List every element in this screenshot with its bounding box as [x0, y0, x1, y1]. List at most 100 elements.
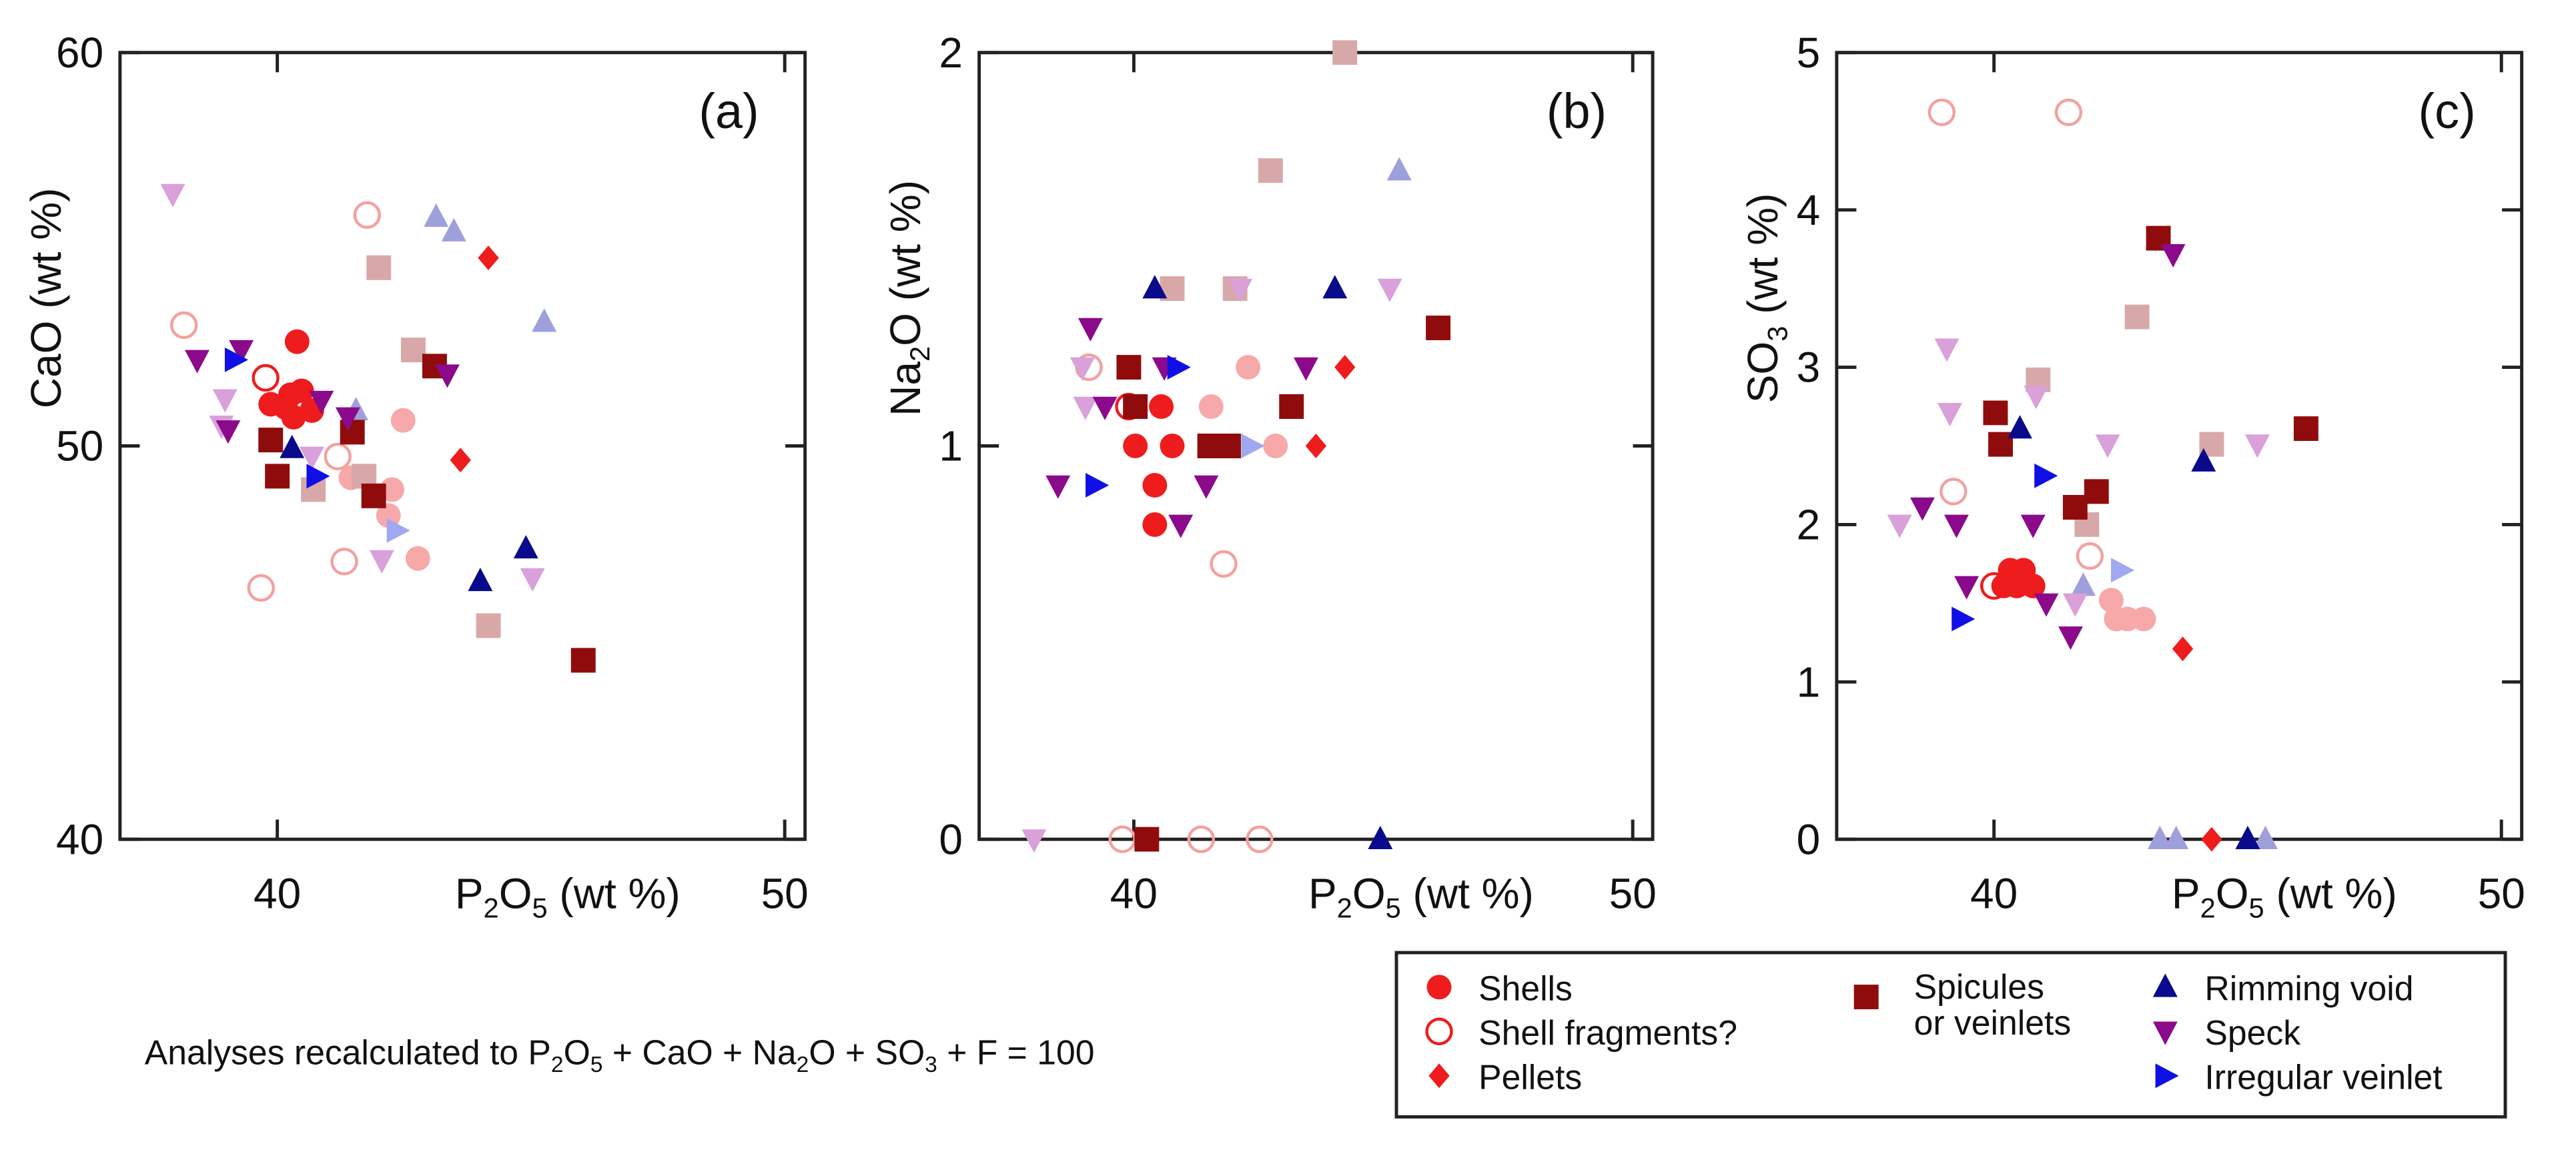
- y-tick-label: 50: [56, 422, 103, 470]
- data-point: [1160, 434, 1185, 458]
- data-point: [1168, 514, 1194, 538]
- data-point: [1142, 275, 1168, 299]
- data-point: [532, 308, 557, 332]
- data-point: [2095, 434, 2120, 458]
- data-point: [2071, 572, 2096, 596]
- y-axis-label: Na2O (wt %): [881, 180, 935, 416]
- data-point: [2147, 825, 2172, 849]
- data-point: [2111, 558, 2135, 583]
- legend-marker: [1425, 1017, 1453, 1045]
- data-point: [1386, 157, 1412, 181]
- data-point: [353, 201, 381, 229]
- data-point: [2191, 448, 2216, 472]
- data-point: [216, 420, 241, 444]
- data-point: [281, 404, 306, 430]
- data-point: [1142, 512, 1168, 537]
- legend-label: Speck: [2204, 1013, 2300, 1052]
- data-point: [2020, 514, 2046, 538]
- data-point: [1187, 825, 1216, 853]
- x-tick-label: 50: [2478, 870, 2525, 918]
- data-point: [2058, 626, 2083, 650]
- legend-marker: [2152, 973, 2178, 997]
- data-point: [1426, 316, 1451, 341]
- data-point: [1293, 357, 1318, 381]
- data-point: [400, 338, 426, 363]
- data-point: [1142, 472, 1168, 498]
- data-point: [1246, 825, 1274, 853]
- data-point: [1134, 826, 1160, 852]
- data-point: [1332, 40, 1358, 65]
- x-tick-label: 40: [1970, 870, 2018, 918]
- y-axis-label: SO3 (wt %): [1739, 193, 1793, 404]
- data-point: [1980, 572, 2008, 600]
- data-point: [306, 464, 330, 489]
- x-tick-label: 40: [254, 870, 301, 918]
- x-axis-label: P2O5 (wt %): [2172, 870, 2397, 924]
- y-tick-label: 40: [56, 815, 103, 863]
- data-point: [340, 420, 365, 445]
- data-point: [2199, 432, 2224, 457]
- data-point: [352, 464, 377, 489]
- data-point: [1988, 432, 2014, 457]
- data-point: [386, 518, 410, 543]
- data-point: [278, 382, 303, 408]
- data-point: [2124, 304, 2150, 330]
- data-point: [513, 535, 538, 559]
- data-point: [1236, 355, 1261, 380]
- legend-label: Pellets: [1478, 1057, 1582, 1096]
- panel-label: (a): [699, 83, 759, 139]
- legend-marker: [1428, 1063, 1450, 1089]
- data-point: [1160, 276, 1185, 302]
- data-point: [2235, 825, 2260, 849]
- data-point: [2076, 542, 2104, 570]
- legend-label: Irregular veinlet: [2204, 1057, 2442, 1096]
- y-tick-label: 2: [1797, 501, 1821, 549]
- data-point: [1940, 478, 1968, 506]
- data-point: [1078, 318, 1103, 342]
- x-axis-label: P2O5 (wt %): [455, 870, 681, 924]
- legend-marker: [1426, 975, 1452, 1000]
- data-point: [258, 428, 284, 453]
- data-point: [1241, 434, 1265, 458]
- y-tick-label: 5: [1797, 29, 1821, 77]
- data-point: [369, 550, 394, 574]
- data-point: [1045, 475, 1071, 499]
- data-point: [335, 407, 360, 431]
- data-point: [1210, 550, 1238, 578]
- data-point: [309, 390, 334, 414]
- data-point: [1228, 278, 1253, 302]
- data-point: [185, 350, 209, 374]
- panel-label: (c): [2419, 83, 2476, 139]
- data-point: [2054, 98, 2083, 127]
- data-point: [1279, 394, 1304, 419]
- data-point: [1123, 394, 1148, 419]
- data-point: [1934, 338, 1960, 362]
- data-point: [1167, 355, 1191, 380]
- data-point: [366, 255, 392, 280]
- data-point: [2293, 416, 2318, 442]
- legend-label: Shell fragments?: [1478, 1013, 1737, 1052]
- data-point: [330, 548, 358, 576]
- legend-label: Spicules: [1914, 967, 2044, 1006]
- data-point: [434, 364, 460, 388]
- data-point: [1069, 357, 1095, 381]
- data-point: [2172, 636, 2194, 662]
- data-point: [1983, 400, 2008, 426]
- data-point: [1021, 829, 1047, 853]
- data-point: [247, 574, 275, 602]
- data-point: [1377, 278, 1402, 302]
- data-point: [170, 311, 198, 340]
- data-point: [2024, 386, 2049, 410]
- data-point: [1198, 394, 1224, 419]
- data-point: [1194, 475, 1219, 499]
- data-point: [160, 183, 185, 207]
- data-point: [424, 203, 449, 227]
- data-point: [1092, 396, 1118, 420]
- data-point: [1991, 573, 2016, 598]
- legend-marker: [1853, 985, 1879, 1010]
- data-point: [265, 464, 290, 489]
- legend-label: or veinlets: [1914, 1003, 2072, 1042]
- data-point: [1952, 606, 1976, 632]
